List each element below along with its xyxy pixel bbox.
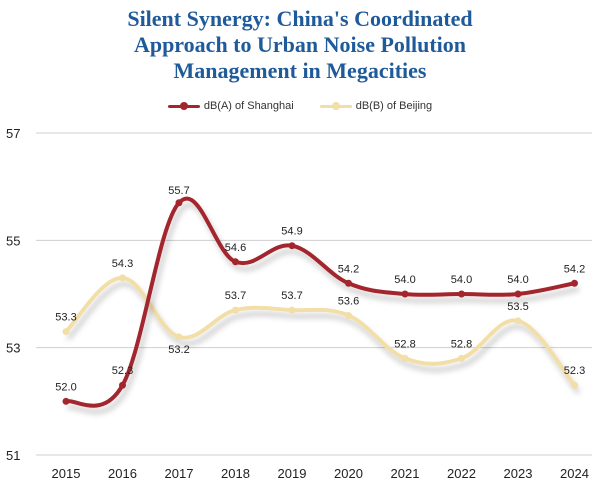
data-point-beijing[interactable] [175,333,183,341]
legend-label-shanghai: dB(A) of Shanghai [203,100,294,112]
data-label-shanghai: 54.2 [564,263,585,275]
x-tick-label: 2021 [391,466,420,481]
series-line-beijing [64,275,577,388]
data-point-beijing[interactable] [119,274,126,282]
data-point-beijing[interactable] [571,381,578,389]
x-tick-label: 2015 [52,466,81,481]
data-label-shanghai: 54.0 [394,274,415,286]
x-tick-label: 2024 [560,466,589,481]
data-label-shanghai: 54.2 [338,263,359,275]
x-tick-label: 2023 [504,466,533,481]
y-tick-label: 57 [6,126,20,141]
series-lines [64,196,577,408]
data-point-shanghai[interactable] [571,279,578,287]
data-label-beijing: 52.3 [564,365,585,377]
series-line-shanghai [64,196,577,408]
data-label-beijing: 53.3 [55,312,76,324]
data-label-shanghai: 55.7 [168,185,189,197]
data-point-beijing[interactable] [232,306,239,314]
data-point-beijing[interactable] [458,354,465,362]
chart-title: Silent Synergy: China's Coordinated Appr… [0,6,600,84]
data-label-beijing: 53.2 [168,344,189,356]
data-points [62,199,578,405]
chart-legend: dB(A) of Shanghai dB(B) of Beijing [0,100,600,112]
legend-item-beijing[interactable]: dB(B) of Beijing [319,100,433,112]
x-tick-label: 2022 [447,466,476,481]
data-point-shanghai[interactable] [119,381,126,389]
data-label-shanghai: 54.9 [281,226,302,238]
x-tick-label: 2016 [108,466,137,481]
chart-title-line-2: Approach to Urban Noise Pollution [133,32,467,57]
data-label-beijing: 52.8 [451,338,472,350]
data-label-beijing: 54.3 [112,258,133,270]
data-label-shanghai: 54.6 [225,242,246,254]
x-tick-label: 2019 [278,466,307,481]
data-point-shanghai[interactable] [401,290,409,298]
data-point-beijing[interactable] [401,354,409,362]
data-point-shanghai[interactable] [62,397,70,405]
data-label-shanghai: 52.0 [55,381,76,393]
data-label-beijing: 53.5 [507,301,528,313]
legend-swatch-beijing [319,101,352,110]
data-label-beijing: 52.8 [394,338,415,350]
data-label-shanghai: 54.0 [507,274,528,286]
grid-lines [36,132,592,456]
data-label-shanghai: 52.3 [112,365,133,377]
legend-label-beijing: dB(B) of Beijing [355,100,433,112]
x-tick-label: 2018 [221,466,250,481]
legend-swatch-shanghai [167,101,200,110]
chart-title-line-3: Management in Megacities [173,58,427,83]
data-point-shanghai[interactable] [232,258,239,266]
y-tick-label: 53 [6,341,20,356]
x-tick-label: 2020 [334,466,363,481]
legend-item-shanghai[interactable]: dB(A) of Shanghai [167,100,294,112]
x-tick-label: 2017 [165,466,194,481]
data-label-beijing: 53.7 [281,290,302,302]
y-tick-label: 51 [6,448,20,463]
data-label-shanghai: 54.0 [451,274,472,286]
data-point-shanghai[interactable] [345,279,352,287]
data-point-beijing[interactable] [62,328,70,336]
data-label-beijing: 53.6 [338,295,359,307]
data-point-beijing[interactable] [288,306,296,314]
axis-labels: 51 53 55 57 2015 2016 2017 2018 2019 2020 2021 2022… [6,126,589,481]
data-point-beijing[interactable] [345,311,352,319]
data-point-beijing[interactable] [514,317,522,325]
data-point-shanghai[interactable] [175,199,183,207]
data-point-shanghai[interactable] [458,290,465,298]
data-point-shanghai[interactable] [288,242,296,250]
chart-title-line-1: Silent Synergy: China's Coordinated [127,6,473,31]
data-labels: 52.0 52.3 55.7 54.6 54.9 54.2 54.0 54.0 54.0 54.2… [55,185,585,394]
data-point-shanghai[interactable] [514,290,522,298]
y-tick-label: 55 [6,233,20,248]
data-label-beijing: 53.7 [225,290,246,302]
